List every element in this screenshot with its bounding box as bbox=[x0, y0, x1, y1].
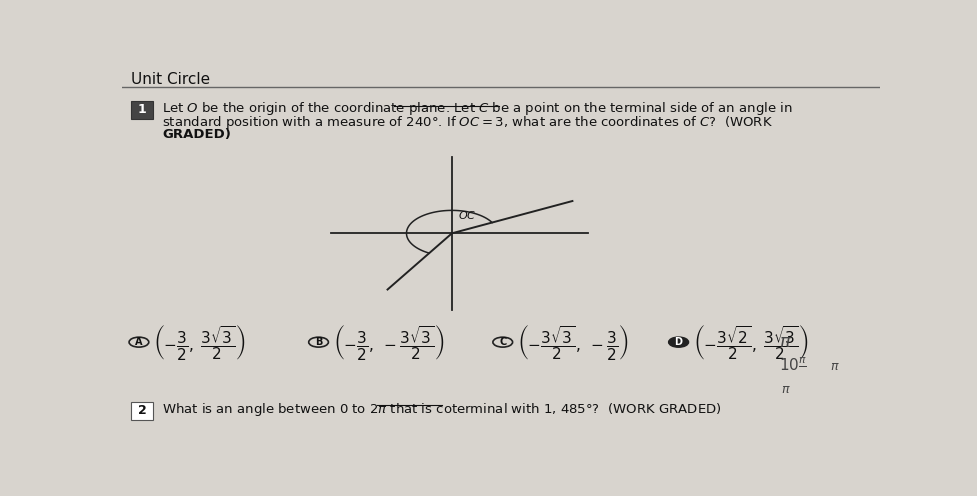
Text: C: C bbox=[498, 337, 506, 347]
Text: What is an angle between 0 to $2\pi$ that is coterminal with 1, 485°?  (WORK GRA: What is an angle between 0 to $2\pi$ tha… bbox=[162, 401, 721, 418]
FancyBboxPatch shape bbox=[131, 402, 153, 420]
Text: $10\frac{\pi}{\,}$: $10\frac{\pi}{\,}$ bbox=[779, 357, 806, 373]
Text: Let $O$ be the origin of the coordinate plane. Let $C$ be a point on the termina: Let $O$ be the origin of the coordinate … bbox=[162, 100, 792, 117]
Text: $\pi$: $\pi$ bbox=[778, 333, 791, 351]
Text: 2: 2 bbox=[138, 404, 147, 418]
Text: $\left(-\dfrac{3}{2},\ \dfrac{3\sqrt{3}}{2}\right)$: $\left(-\dfrac{3}{2},\ \dfrac{3\sqrt{3}}… bbox=[153, 322, 246, 362]
Text: $\left(-\dfrac{3}{2},\ -\dfrac{3\sqrt{3}}{2}\right)$: $\left(-\dfrac{3}{2},\ -\dfrac{3\sqrt{3}… bbox=[332, 322, 444, 362]
Text: $OC$: $OC$ bbox=[457, 209, 476, 221]
Text: 1: 1 bbox=[138, 104, 147, 117]
Text: $\left(-\dfrac{3\sqrt{2}}{2},\ \dfrac{3\sqrt{3}}{2}\right)$: $\left(-\dfrac{3\sqrt{2}}{2},\ \dfrac{3\… bbox=[693, 322, 808, 362]
Text: standard position with a measure of 240°. If $OC = 3$, what are the coordinates : standard position with a measure of 240°… bbox=[162, 114, 773, 131]
Text: D: D bbox=[674, 337, 682, 347]
Text: $\pi$: $\pi$ bbox=[780, 383, 789, 396]
Text: GRADED): GRADED) bbox=[162, 128, 231, 141]
Text: Unit Circle: Unit Circle bbox=[131, 72, 210, 87]
Text: B: B bbox=[315, 337, 321, 347]
Circle shape bbox=[668, 337, 688, 347]
Text: A: A bbox=[135, 337, 143, 347]
FancyBboxPatch shape bbox=[131, 101, 153, 119]
Text: $\left(-\dfrac{3\sqrt{3}}{2},\ -\dfrac{3}{2}\right)$: $\left(-\dfrac{3\sqrt{3}}{2},\ -\dfrac{3… bbox=[517, 322, 628, 362]
Text: $\pi$: $\pi$ bbox=[829, 361, 838, 373]
